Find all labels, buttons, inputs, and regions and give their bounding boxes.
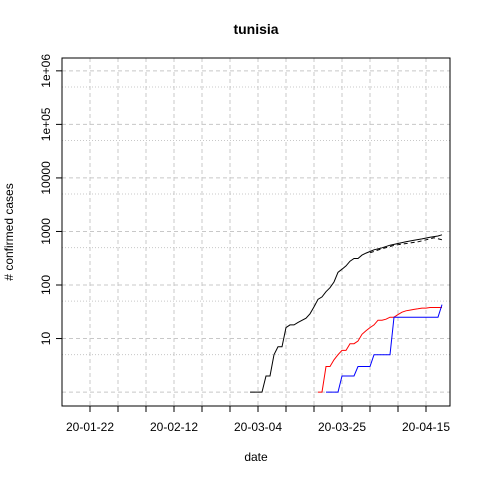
x-axis: 20-01-22 20-02-12 20-03-04 20-03-25 20-04-15 [66, 405, 450, 434]
grid [62, 58, 450, 406]
plot-frame [61, 57, 451, 407]
series-lines [250, 234, 443, 393]
x-tick-label: 20-02-12 [150, 420, 198, 434]
y-tick-label: 100 [39, 275, 53, 295]
y-axis-title: # confirmed cases [2, 183, 16, 280]
series-line-1 [250, 234, 443, 393]
y-tick-label: 10 [39, 332, 53, 346]
y-tick-label: 10000 [39, 161, 53, 195]
y-axis: 10 100 1000 10000 1e+05 1e+06 [39, 54, 63, 346]
series-line-3 [318, 307, 442, 393]
series-line-2 [369, 237, 443, 254]
y-tick-label: 1000 [39, 218, 53, 245]
x-tick-label: 20-03-25 [318, 420, 366, 434]
x-tick-label: 20-03-04 [234, 420, 282, 434]
chart-title: tunisia [233, 21, 278, 37]
y-tick-label: 1e+05 [39, 107, 53, 141]
series-line-4 [326, 304, 443, 393]
y-tick-label: 1e+06 [39, 54, 53, 88]
x-axis-title: date [244, 450, 268, 464]
x-tick-label: 20-01-22 [66, 420, 114, 434]
x-tick-label: 20-04-15 [402, 420, 450, 434]
